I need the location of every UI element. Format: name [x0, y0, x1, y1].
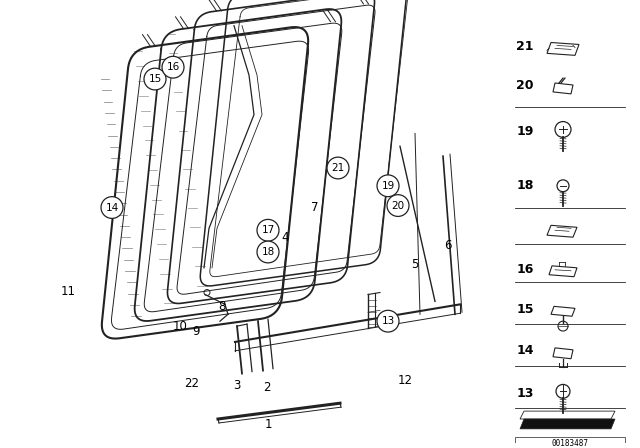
Text: 19: 19	[516, 125, 534, 138]
Text: 11: 11	[61, 285, 76, 298]
Circle shape	[377, 310, 399, 332]
Text: 7: 7	[311, 201, 319, 214]
Text: 15: 15	[516, 303, 534, 316]
Text: 10: 10	[173, 319, 188, 332]
Text: 8: 8	[218, 300, 226, 313]
Circle shape	[377, 175, 399, 197]
Text: 21: 21	[332, 163, 344, 173]
Text: 20: 20	[516, 79, 534, 92]
Text: 17: 17	[261, 225, 275, 235]
Text: 2: 2	[263, 381, 271, 394]
Text: 16: 16	[166, 62, 180, 72]
Text: 20: 20	[392, 201, 404, 211]
Text: 22: 22	[184, 377, 200, 390]
Text: 9: 9	[192, 324, 200, 337]
Text: 3: 3	[234, 379, 241, 392]
Circle shape	[144, 68, 166, 90]
Text: 14: 14	[106, 202, 118, 212]
Text: 18: 18	[516, 179, 534, 192]
Text: 00183487: 00183487	[552, 439, 589, 448]
Text: 21: 21	[516, 40, 534, 53]
Text: 13: 13	[516, 387, 534, 400]
Circle shape	[387, 195, 409, 216]
Circle shape	[162, 56, 184, 78]
Text: 12: 12	[397, 374, 413, 387]
Text: 19: 19	[381, 181, 395, 191]
Text: 15: 15	[148, 74, 162, 84]
Circle shape	[327, 157, 349, 179]
Text: 5: 5	[412, 258, 419, 271]
Text: 14: 14	[516, 345, 534, 358]
FancyBboxPatch shape	[515, 437, 625, 448]
Circle shape	[257, 241, 279, 263]
Text: 6: 6	[444, 239, 452, 252]
Polygon shape	[520, 419, 615, 429]
Text: 1: 1	[264, 418, 272, 431]
Text: 4: 4	[281, 231, 289, 244]
Circle shape	[257, 220, 279, 241]
Circle shape	[101, 197, 123, 219]
Text: 13: 13	[381, 316, 395, 326]
Text: 18: 18	[261, 247, 275, 257]
Text: 16: 16	[516, 263, 534, 276]
